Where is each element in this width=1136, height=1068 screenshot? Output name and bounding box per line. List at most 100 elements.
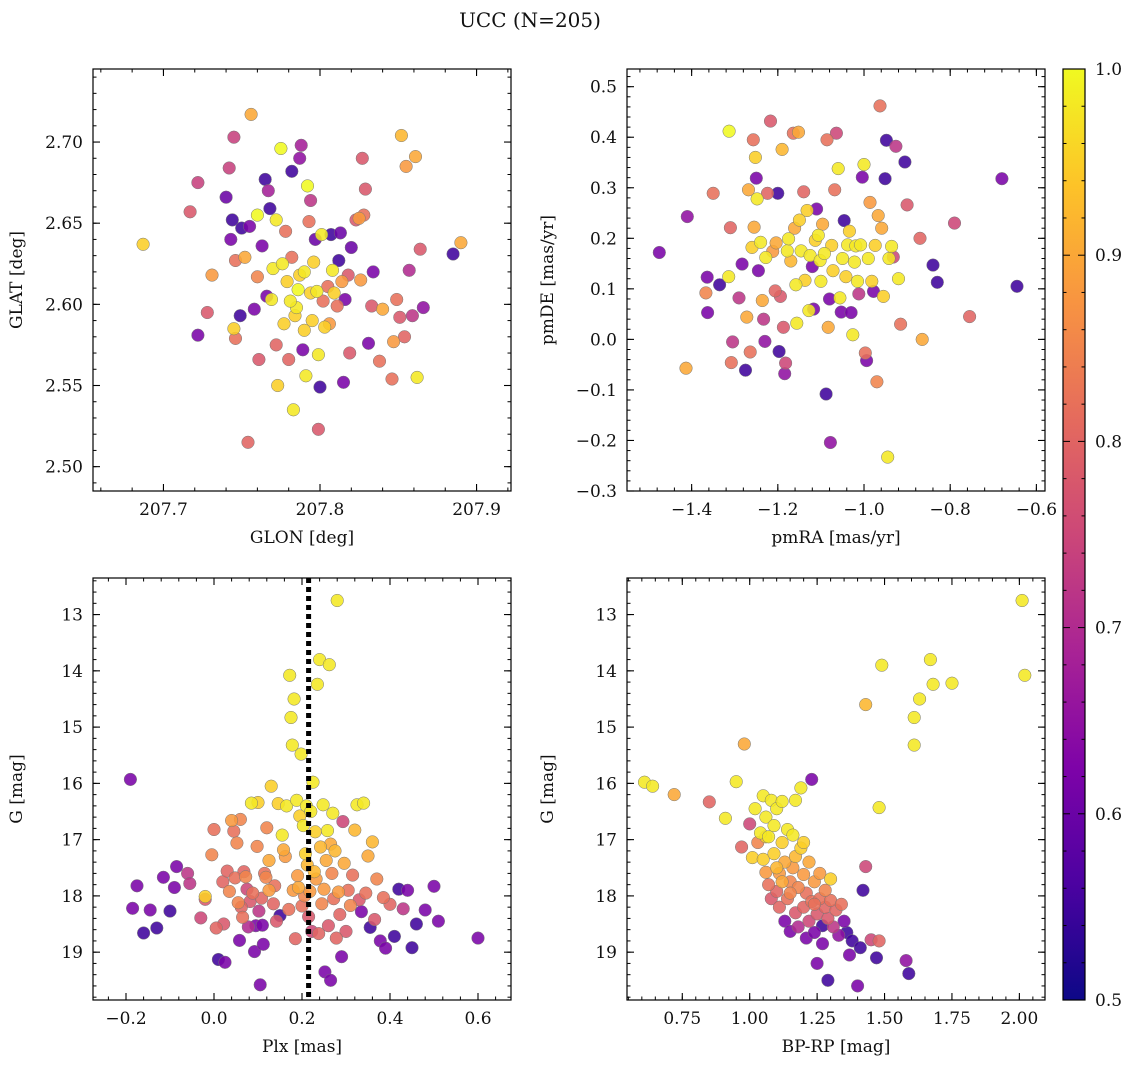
data-point — [316, 798, 330, 812]
data-point — [756, 852, 770, 866]
y-tick-label: 0.4 — [590, 128, 617, 148]
data-point — [368, 912, 382, 927]
data-point — [907, 710, 921, 725]
data-point — [743, 817, 757, 831]
data-point — [262, 883, 276, 897]
data-point — [243, 219, 257, 233]
plot-frame — [626, 68, 1046, 492]
data-point — [227, 824, 241, 838]
data-point — [755, 293, 769, 308]
x-tick-label: 207.8 — [296, 500, 345, 520]
data-point — [743, 345, 757, 359]
data-point — [844, 306, 858, 320]
data-point — [446, 247, 460, 261]
data-point — [833, 291, 847, 305]
y-tick-label: 15 — [595, 718, 617, 738]
data-point — [316, 294, 330, 308]
data-point — [427, 879, 441, 893]
data-point — [276, 843, 291, 857]
data-point — [250, 270, 264, 284]
data-point — [205, 848, 219, 862]
colorbar-tick-label: 0.9 — [1095, 246, 1122, 266]
data-point — [431, 914, 445, 928]
x-tick-label: 0.0 — [200, 1009, 227, 1029]
x-tick-label: 207.7 — [139, 500, 188, 520]
data-point — [343, 346, 357, 360]
data-point — [137, 926, 151, 940]
data-point — [123, 772, 137, 786]
y-tick-label: 0.5 — [590, 78, 617, 98]
data-point — [252, 352, 266, 367]
data-point — [826, 264, 840, 278]
data-point — [772, 900, 786, 914]
data-point — [863, 195, 877, 209]
data-point — [800, 203, 814, 218]
data-point — [722, 124, 736, 138]
y-tick-label: 0.2 — [590, 229, 617, 249]
data-point — [868, 238, 882, 252]
data-point — [222, 161, 236, 175]
data-point — [701, 306, 715, 320]
panel-bprp-g: 0.75 1.00 1.25 1.50 1.75 2.00 13 14 15 16 17 18 19 BP… — [538, 577, 1046, 1057]
data-point — [280, 799, 294, 813]
data-point — [740, 310, 754, 324]
colorbar-gradient — [1062, 68, 1086, 1001]
data-point — [291, 283, 305, 297]
data-point — [995, 172, 1009, 186]
data-point — [402, 263, 416, 277]
data-point — [296, 343, 310, 357]
data-point — [284, 710, 298, 725]
points — [637, 593, 1032, 993]
data-point — [930, 275, 944, 289]
y-tick-label: 16 — [61, 774, 83, 794]
data-point — [315, 897, 329, 911]
data-point — [810, 956, 824, 970]
data-point — [244, 107, 258, 121]
data-point — [913, 231, 927, 245]
data-point — [947, 216, 962, 230]
y-tick-label: 15 — [61, 718, 83, 738]
data-point — [136, 237, 150, 251]
data-point — [361, 336, 376, 350]
data-point — [865, 274, 879, 288]
data-point — [713, 278, 727, 292]
points — [652, 99, 1024, 464]
data-point — [269, 914, 284, 928]
y-tick-label: 0.0 — [590, 330, 617, 350]
data-point — [902, 967, 916, 981]
x-tick-label: 1.00 — [731, 1009, 769, 1029]
data-point — [236, 910, 250, 924]
data-point — [337, 856, 351, 870]
data-point — [907, 738, 921, 752]
data-point — [746, 133, 760, 147]
data-point — [791, 920, 805, 934]
plot-frame — [626, 577, 1046, 1001]
x-axis-label: BP-RP [mag] — [782, 1037, 891, 1057]
data-point — [393, 310, 407, 324]
data-point — [365, 299, 379, 313]
data-point — [783, 886, 797, 900]
data-point — [891, 272, 906, 286]
data-point — [233, 309, 247, 323]
data-point — [791, 125, 806, 139]
data-point — [283, 294, 297, 308]
data-point — [336, 375, 351, 389]
data-point — [828, 183, 842, 197]
data-point — [702, 795, 716, 809]
data-point — [275, 257, 289, 271]
data-point — [332, 253, 346, 268]
data-point — [729, 775, 743, 789]
data-point — [218, 955, 232, 969]
data-point — [376, 891, 390, 905]
data-point — [754, 235, 768, 249]
data-point — [807, 897, 821, 911]
data-point — [1018, 668, 1032, 682]
data-point — [183, 205, 197, 219]
data-point — [274, 141, 288, 156]
data-point — [847, 255, 862, 269]
data-point — [170, 860, 184, 874]
data-point — [354, 905, 368, 919]
data-point — [194, 911, 208, 925]
data-point — [224, 232, 238, 246]
data-point — [915, 332, 929, 346]
